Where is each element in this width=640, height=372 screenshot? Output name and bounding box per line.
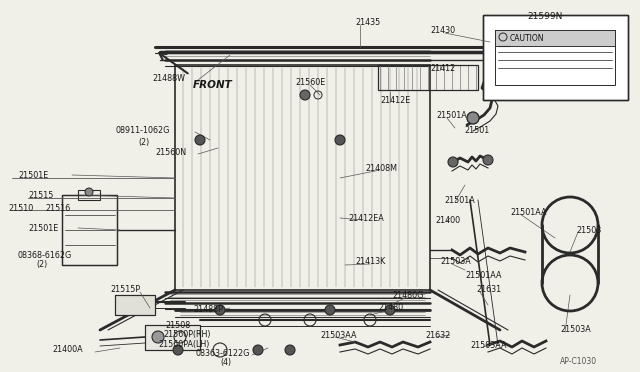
Bar <box>485 42 515 62</box>
Circle shape <box>253 345 263 355</box>
Text: 21488W: 21488W <box>152 74 185 83</box>
Text: 21435: 21435 <box>355 17 380 26</box>
Text: 21501AA: 21501AA <box>510 208 547 217</box>
Text: 21503: 21503 <box>576 225 601 234</box>
Bar <box>78 190 100 200</box>
Circle shape <box>335 135 345 145</box>
Text: 21400A: 21400A <box>52 346 83 355</box>
Text: 21503A: 21503A <box>440 257 471 266</box>
Text: FRONT: FRONT <box>193 80 233 90</box>
Text: 21516: 21516 <box>45 203 70 212</box>
Bar <box>145 325 200 350</box>
Text: (4): (4) <box>220 357 231 366</box>
Text: 21510: 21510 <box>8 203 33 212</box>
Text: 21430: 21430 <box>430 26 455 35</box>
Text: (2): (2) <box>36 260 47 269</box>
Bar <box>495 30 615 46</box>
Circle shape <box>85 188 93 196</box>
Text: 21508: 21508 <box>165 321 190 330</box>
Circle shape <box>385 305 395 315</box>
Bar <box>495 30 615 85</box>
Text: 21412: 21412 <box>430 64 455 73</box>
Text: 21560E: 21560E <box>295 77 325 87</box>
Text: CAUTION: CAUTION <box>510 33 545 42</box>
Bar <box>495 30 615 46</box>
Text: 21515P: 21515P <box>110 285 140 295</box>
Text: 21631: 21631 <box>476 285 501 295</box>
Text: AP-C1030: AP-C1030 <box>560 357 597 366</box>
Text: 21408M: 21408M <box>365 164 397 173</box>
Bar <box>483 15 628 100</box>
Text: 21515: 21515 <box>28 190 53 199</box>
Bar <box>145 325 200 350</box>
Circle shape <box>300 90 310 100</box>
Circle shape <box>467 112 479 124</box>
Text: (2): (2) <box>138 138 149 147</box>
Bar <box>62 195 117 265</box>
Circle shape <box>195 135 205 145</box>
Text: 21480: 21480 <box>378 304 403 312</box>
Text: 21599N: 21599N <box>527 12 563 21</box>
Text: 08363-6122G: 08363-6122G <box>195 349 250 357</box>
Circle shape <box>285 345 295 355</box>
Bar <box>378 65 478 90</box>
Text: 21501E: 21501E <box>28 224 58 232</box>
Text: 21560PA(LH): 21560PA(LH) <box>158 340 209 349</box>
Text: 21488P: 21488P <box>193 305 223 314</box>
Circle shape <box>215 305 225 315</box>
Text: 21501E: 21501E <box>18 170 48 180</box>
Text: 21400: 21400 <box>435 215 460 224</box>
Text: 21632: 21632 <box>425 330 451 340</box>
Text: 21501A: 21501A <box>444 196 475 205</box>
Text: 21480G: 21480G <box>392 292 424 301</box>
Text: 21560P(RH): 21560P(RH) <box>163 330 211 340</box>
Bar <box>115 295 155 315</box>
Text: 21503AA: 21503AA <box>320 330 356 340</box>
Bar <box>62 195 117 265</box>
Text: 21412EA: 21412EA <box>348 214 384 222</box>
Text: 21503A: 21503A <box>560 326 591 334</box>
Circle shape <box>483 155 493 165</box>
Text: 08911-1062G: 08911-1062G <box>115 125 170 135</box>
Circle shape <box>152 331 164 343</box>
Text: 21501AA: 21501AA <box>465 272 502 280</box>
Text: 08368-6162G: 08368-6162G <box>18 250 72 260</box>
Bar <box>115 295 155 315</box>
Circle shape <box>173 345 183 355</box>
Text: 21501: 21501 <box>464 125 489 135</box>
Text: 21503AA: 21503AA <box>470 340 506 350</box>
Bar <box>485 42 515 62</box>
Circle shape <box>448 157 458 167</box>
Circle shape <box>325 305 335 315</box>
Bar <box>483 15 628 100</box>
Text: 21560N: 21560N <box>155 148 186 157</box>
Text: 21501A: 21501A <box>436 110 467 119</box>
Text: 21413K: 21413K <box>355 257 385 266</box>
Text: 21412E: 21412E <box>380 96 410 105</box>
